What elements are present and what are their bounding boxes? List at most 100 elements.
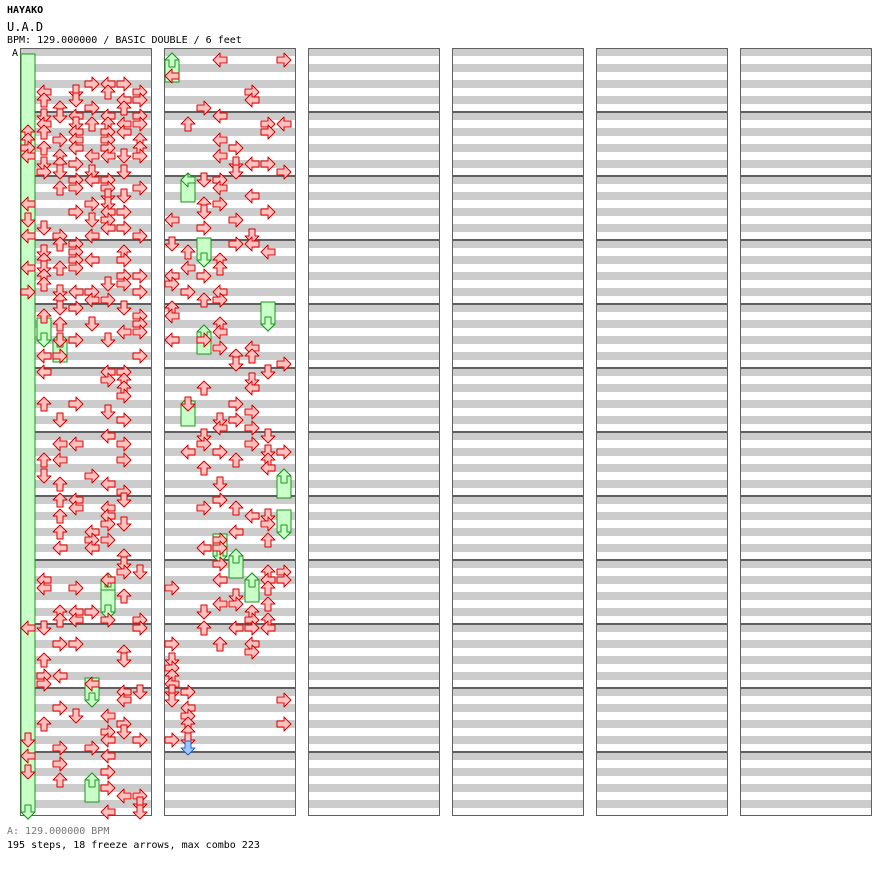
arrow-right-icon bbox=[100, 764, 116, 780]
beat-shade bbox=[452, 784, 584, 792]
beat-shade bbox=[308, 768, 440, 776]
beat-shade bbox=[20, 464, 152, 472]
beat-shade bbox=[596, 656, 728, 664]
measure-frame bbox=[452, 240, 584, 304]
beat-shade bbox=[308, 528, 440, 536]
beat-shade bbox=[164, 480, 296, 488]
arrow-right-icon bbox=[84, 76, 100, 92]
beat-shade bbox=[596, 240, 728, 248]
arrow-down-icon bbox=[116, 556, 132, 572]
measure-frame bbox=[740, 368, 872, 432]
arrow-up-icon bbox=[84, 116, 100, 132]
beat-shade bbox=[740, 624, 872, 632]
arrow-right-icon bbox=[212, 292, 228, 308]
beat-shade bbox=[740, 384, 872, 392]
arrow-left-icon bbox=[20, 748, 36, 764]
beat-shade bbox=[164, 704, 296, 712]
arrow-left-icon bbox=[100, 732, 116, 748]
arrow-left-icon bbox=[116, 788, 132, 804]
beat-shade bbox=[740, 48, 872, 56]
arrow-left-icon bbox=[212, 52, 228, 68]
beat-shade bbox=[596, 400, 728, 408]
arrow-down-icon bbox=[276, 524, 292, 540]
beat-shade bbox=[452, 592, 584, 600]
arrow-up-icon bbox=[52, 236, 68, 252]
freeze-arrow bbox=[20, 53, 36, 820]
arrow-right-icon bbox=[52, 740, 68, 756]
arrow-left-icon bbox=[20, 620, 36, 636]
beat-shade bbox=[596, 784, 728, 792]
arrow-up-icon bbox=[212, 260, 228, 276]
beat-shade bbox=[20, 192, 152, 200]
beat-shade bbox=[596, 464, 728, 472]
beat-shade bbox=[452, 768, 584, 776]
beat-shade bbox=[740, 688, 872, 696]
beat-shade bbox=[596, 176, 728, 184]
beat-shade bbox=[452, 560, 584, 568]
arrow-left-icon bbox=[84, 292, 100, 308]
arrow-right-icon bbox=[132, 348, 148, 364]
beat-shade bbox=[164, 64, 296, 72]
beat-shade bbox=[20, 240, 152, 248]
measure-frame bbox=[164, 304, 296, 368]
arrow-down-icon bbox=[116, 148, 132, 164]
beat-shade bbox=[20, 752, 152, 760]
arrow-down-icon bbox=[52, 412, 68, 428]
beat-shade bbox=[164, 288, 296, 296]
arrow-right-icon bbox=[116, 388, 132, 404]
beat-shade bbox=[740, 528, 872, 536]
arrow-right-icon bbox=[100, 612, 116, 628]
measure-frame bbox=[452, 752, 584, 816]
beat-shade bbox=[308, 288, 440, 296]
arrow-left-icon bbox=[212, 180, 228, 196]
arrow-down-icon bbox=[132, 564, 148, 580]
beat-shade bbox=[452, 672, 584, 680]
beat-shade bbox=[20, 144, 152, 152]
beat-shade bbox=[308, 736, 440, 744]
measure-frame bbox=[308, 560, 440, 624]
beat-shade bbox=[20, 272, 152, 280]
arrow-left-icon bbox=[196, 540, 212, 556]
beat-shade bbox=[20, 96, 152, 104]
arrow-up-icon bbox=[52, 612, 68, 628]
arrow-down-icon bbox=[36, 156, 52, 172]
beat-shade bbox=[740, 368, 872, 376]
arrow-left-icon bbox=[20, 228, 36, 244]
beat-shade bbox=[740, 288, 872, 296]
measure-frame bbox=[596, 176, 728, 240]
chart-column bbox=[164, 48, 296, 816]
measure-frame bbox=[308, 368, 440, 432]
arrow-right-icon bbox=[100, 780, 116, 796]
beat-shade bbox=[740, 704, 872, 712]
beat-shade bbox=[164, 256, 296, 264]
arrow-left-icon bbox=[244, 380, 260, 396]
measure-frame bbox=[452, 496, 584, 560]
arrow-right-icon bbox=[164, 276, 180, 292]
arrow-down-icon bbox=[36, 244, 52, 260]
arrow-left-icon bbox=[100, 708, 116, 724]
beat-shade bbox=[308, 384, 440, 392]
arrow-down-icon bbox=[52, 284, 68, 300]
beat-shade bbox=[164, 448, 296, 456]
beat-shade bbox=[740, 656, 872, 664]
arrow-down-icon bbox=[260, 444, 276, 460]
beat-shade bbox=[596, 592, 728, 600]
beat-shade bbox=[308, 240, 440, 248]
beat-shade bbox=[452, 384, 584, 392]
arrow-up-icon bbox=[196, 460, 212, 476]
arrow-down-icon bbox=[52, 332, 68, 348]
beat-shade bbox=[596, 576, 728, 584]
arrow-left-icon bbox=[212, 572, 228, 588]
beat-shade bbox=[308, 272, 440, 280]
arrow-right-icon bbox=[84, 196, 100, 212]
beat-shade bbox=[596, 560, 728, 568]
beat-shade bbox=[452, 640, 584, 648]
beat-shade bbox=[596, 80, 728, 88]
beat-shade bbox=[20, 720, 152, 728]
arrow-left-icon bbox=[164, 68, 180, 84]
beat-shade bbox=[164, 752, 296, 760]
measure-frame bbox=[452, 304, 584, 368]
beat-shade bbox=[452, 336, 584, 344]
arrow-down-icon bbox=[68, 92, 84, 108]
beat-shade bbox=[740, 544, 872, 552]
